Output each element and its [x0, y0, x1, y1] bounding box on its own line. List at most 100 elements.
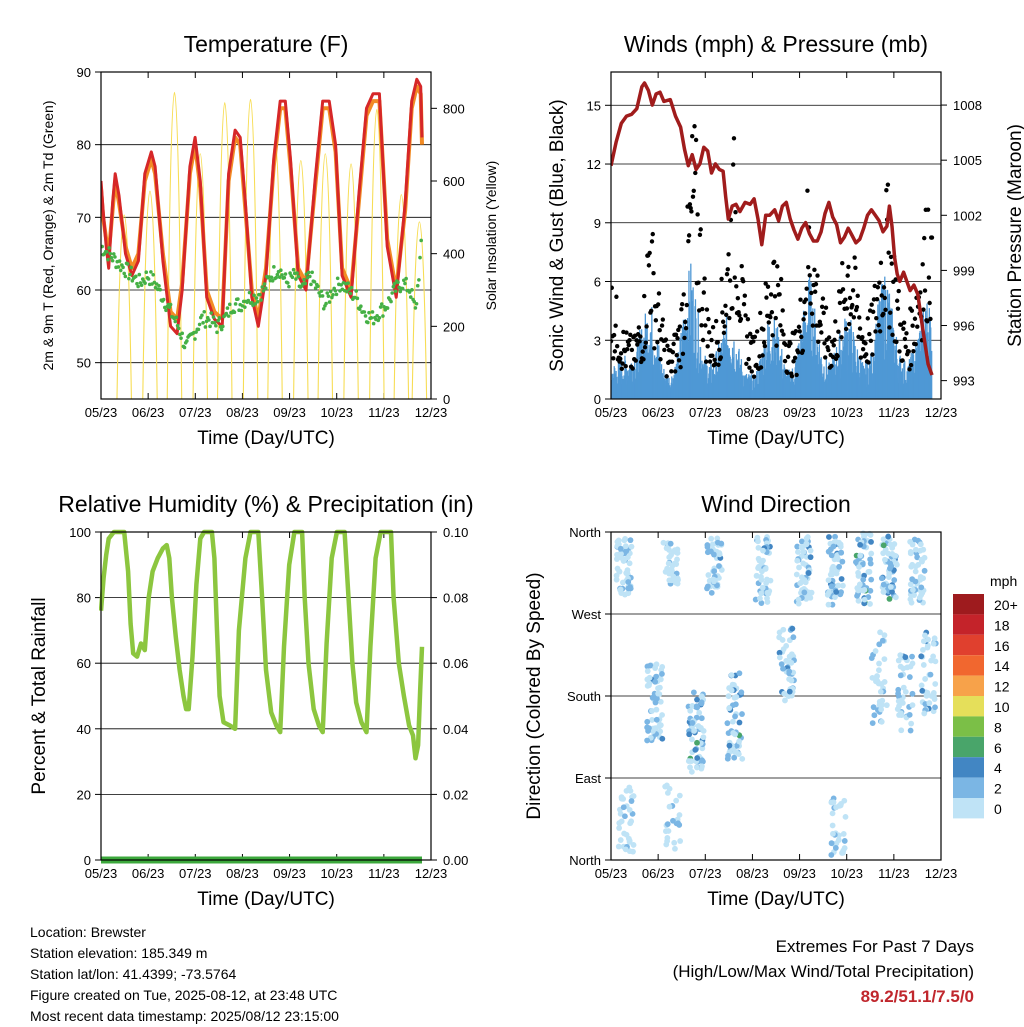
gust-dot [866, 360, 871, 365]
gust-dot [860, 335, 865, 340]
dewpoint-dot [335, 276, 340, 281]
direction-dot [898, 727, 905, 734]
direction-dot [630, 793, 637, 799]
solar-arch [116, 214, 132, 399]
y2-tick-label: 1005 [953, 153, 982, 168]
dewpoint-dot [243, 305, 247, 309]
gust-dot [765, 284, 771, 289]
direction-dot [708, 535, 715, 542]
direction-dot [921, 710, 928, 717]
direction-dot [930, 690, 937, 696]
gust-dot [870, 352, 875, 357]
dewpoint-dot [377, 315, 382, 320]
gust-dot [769, 310, 775, 315]
dewpoint-dot [157, 284, 161, 288]
direction-dot [825, 548, 832, 555]
direction-dot [801, 589, 808, 596]
dewpoint-dot [135, 281, 139, 286]
gust-dot [725, 267, 730, 272]
direction-dot [759, 584, 766, 591]
dewpoint-dot [282, 275, 287, 280]
gust-dot [908, 362, 914, 368]
direction-dot [828, 852, 835, 858]
gust-dot [770, 333, 775, 338]
direction-dot [920, 662, 927, 668]
gust-dot [751, 374, 757, 379]
gust-dot [820, 296, 826, 301]
direction-dot [694, 696, 700, 703]
dewpoint-dot [324, 301, 328, 306]
legend-title: mph [990, 573, 1017, 589]
solar-arch [166, 92, 183, 399]
dewpoint-dot [149, 270, 153, 274]
direction-dot [725, 752, 731, 759]
direction-dot [659, 671, 665, 677]
dewpoint-dot [246, 298, 251, 303]
direction-dot [685, 758, 692, 764]
dewpoint-dot [261, 288, 266, 293]
y2-axis-label: Solar Insolation (Yellow) [483, 161, 499, 311]
direction-dot [664, 821, 671, 828]
direction-dot [926, 700, 933, 706]
dewpoint-dot [105, 249, 109, 254]
gust-dot [716, 362, 721, 368]
dewpoint-dot [294, 277, 298, 281]
direction-dot [855, 597, 862, 604]
x-tick-label: 06/23 [132, 866, 165, 881]
gust-dot [724, 271, 730, 277]
direction-dot [879, 697, 886, 704]
gust-dot [715, 339, 720, 345]
gust-dot [670, 349, 676, 355]
direction-dot [788, 659, 795, 666]
gust-dot [723, 303, 728, 309]
y2-tick-label: 200 [443, 319, 465, 334]
gust-dot [674, 352, 679, 358]
gust-dot [747, 365, 752, 370]
dewpoint-dot [158, 287, 162, 292]
gust-dot [690, 194, 696, 199]
gust-dot [835, 353, 840, 359]
wind-series [611, 81, 935, 399]
direction-dot [688, 768, 695, 775]
direction-dot [704, 542, 711, 548]
y-tick-label: 15 [587, 98, 601, 113]
direction-dot [879, 637, 886, 644]
direction-dot [704, 583, 711, 590]
direction-dot [619, 579, 626, 586]
direction-dot [836, 563, 843, 570]
y-axis-label: Percent & Total Rainfall [29, 597, 50, 794]
gust-dot [733, 209, 738, 215]
direction-dot [730, 729, 737, 736]
gust-dot [727, 315, 732, 321]
dewpoint-dot [346, 281, 350, 285]
direction-dot [672, 845, 678, 852]
gust-dot [683, 326, 689, 331]
direction-dot [912, 546, 919, 553]
direction-dot [776, 629, 783, 636]
gust-dot [638, 334, 643, 339]
gust-dot [630, 366, 635, 371]
direction-dot [803, 540, 810, 547]
direction-dot [856, 581, 863, 588]
gust-dot [650, 231, 655, 237]
y-tick-label: East [575, 771, 601, 786]
dewpoint-dot [410, 288, 414, 292]
direction-dot [708, 548, 714, 555]
direction-dot [861, 596, 868, 603]
gust-dot [832, 337, 837, 343]
gust-dot [707, 330, 712, 335]
gust-dot [680, 351, 686, 357]
direction-dot [866, 568, 873, 575]
gust-dot [883, 307, 888, 312]
direction-dot [868, 539, 874, 545]
direction-dot [780, 665, 786, 672]
plot-border [610, 71, 942, 400]
dewpoint-dot [288, 271, 292, 275]
direction-dot [856, 564, 862, 570]
dewpoint-dot [370, 310, 375, 314]
direction-dot [655, 690, 662, 697]
gust-dot [843, 297, 848, 302]
gust-dot [894, 298, 900, 303]
direction-dot [807, 594, 814, 601]
gust-dot [836, 329, 841, 334]
